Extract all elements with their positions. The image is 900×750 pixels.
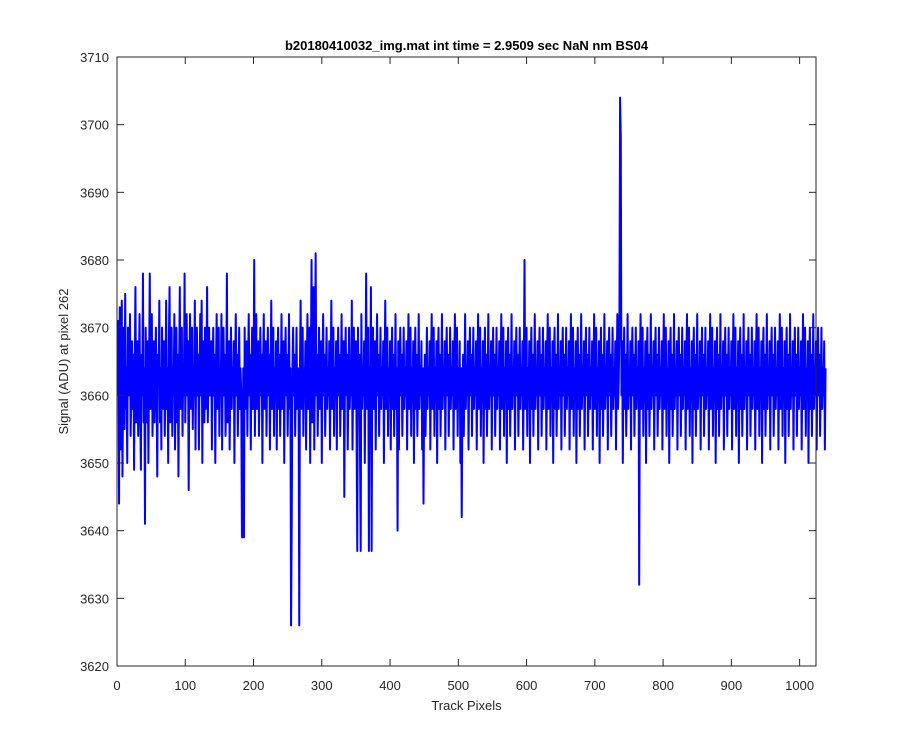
x-axis-label: Track Pixels: [431, 698, 502, 713]
y-tick-label: 3630: [80, 591, 109, 606]
x-tick-label: 800: [652, 678, 674, 693]
y-axis-label: Signal (ADU) at pixel 262: [56, 289, 71, 435]
y-tick-label: 3670: [80, 321, 109, 336]
x-tick-label: 500: [447, 678, 469, 693]
x-tick-label: 200: [243, 678, 265, 693]
axes-box: [116, 56, 817, 667]
y-tick-label: 3620: [80, 659, 109, 674]
series-line-0: [116, 96, 827, 627]
x-tick-label: 900: [721, 678, 743, 693]
x-axis-ticks: 0 100 200 300 400 500 600 700 800 900 1000: [113, 57, 814, 693]
x-tick-label: 700: [584, 678, 606, 693]
y-tick-label: 3680: [80, 253, 109, 268]
y-tick-label: 3700: [80, 118, 109, 133]
x-tick-label: 100: [174, 678, 196, 693]
chart-title: b20180410032_img.mat int time = 2.9509 s…: [285, 38, 649, 53]
y-tick-label: 3650: [80, 456, 109, 471]
y-axis-ticks: 3620 3630 3640 3650 3660 3670 3680 3690 3700 3710: [80, 50, 816, 674]
x-tick-label: 400: [379, 678, 401, 693]
y-tick-label: 3640: [80, 524, 109, 539]
y-tick-label: 3660: [80, 388, 109, 403]
x-tick-label: 300: [311, 678, 333, 693]
x-tick-label: 600: [516, 678, 538, 693]
y-tick-label: 3690: [80, 185, 109, 200]
y-tick-label: 3710: [80, 50, 109, 65]
series-line-group: [116, 96, 827, 627]
x-tick-label: 1000: [785, 678, 814, 693]
x-tick-label: 0: [113, 678, 120, 693]
